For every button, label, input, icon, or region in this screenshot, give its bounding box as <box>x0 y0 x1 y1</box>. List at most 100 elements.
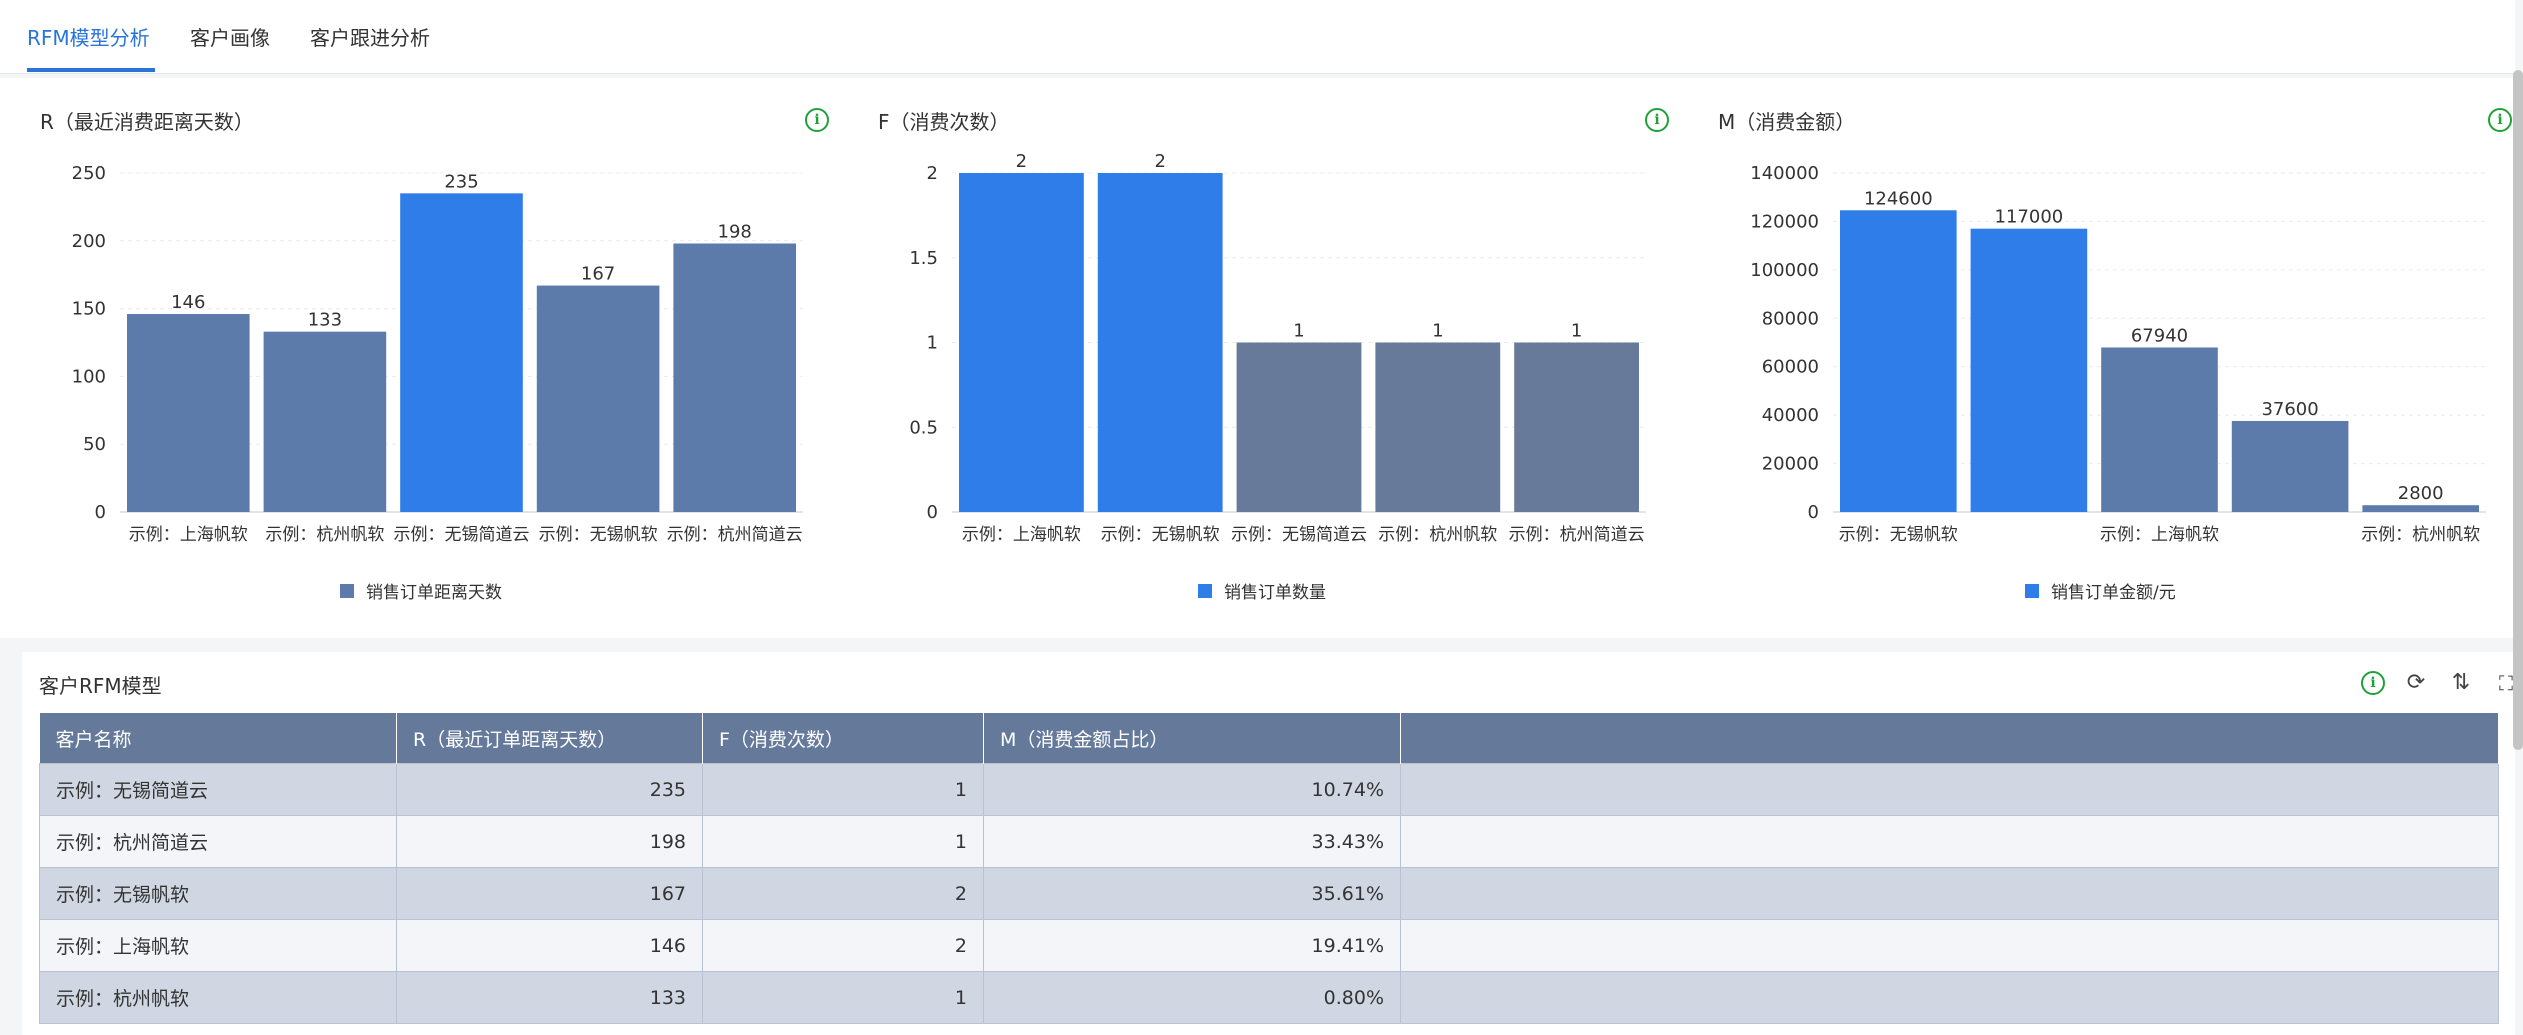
cell-m: 19.41% <box>983 919 1401 972</box>
cell-empty <box>1400 919 2499 972</box>
cell-customer: 示例：杭州简道云 <box>39 815 397 868</box>
info-icon[interactable]: i <box>1645 108 1669 132</box>
bar <box>536 285 660 512</box>
y-tick-label: 0 <box>95 502 106 523</box>
column-header-f[interactable]: F（消费次数） <box>702 713 984 764</box>
data-label: 1 <box>1432 321 1443 342</box>
bar <box>1840 210 1957 513</box>
x-tick-label: 示例：无锡帆软 <box>539 525 658 545</box>
fullscreen-icon[interactable]: ⛶ <box>2499 671 2513 695</box>
x-tick-label: 示例：上海帆软 <box>129 525 248 545</box>
bar <box>1970 228 2088 512</box>
y-tick-label: 200 <box>72 231 106 252</box>
data-label: 37600 <box>2261 399 2318 420</box>
chart-card-m: M（消费金额） i 0 20000 40000 60000 80000 100000 120… <box>1718 78 2515 638</box>
data-label: 2 <box>1016 151 1027 172</box>
data-label: 235 <box>444 171 478 192</box>
x-tick-label: 示例：无锡简道云 <box>394 525 530 545</box>
bar <box>1097 173 1223 512</box>
y-tick-label: 0 <box>927 502 938 523</box>
tab-bar: RFM模型分析 客户画像 客户跟进分析 <box>0 0 2515 74</box>
column-header-customer[interactable]: 客户名称 <box>39 713 397 764</box>
y-tick-label: 2 <box>927 163 938 184</box>
table-row[interactable]: 示例：杭州帆软 133 1 0.80% <box>39 971 2499 1024</box>
y-tick-label: 100000 <box>1750 260 1819 281</box>
info-icon[interactable]: i <box>805 108 829 132</box>
sort-icon[interactable]: ⇅ <box>2451 670 2471 695</box>
data-label: 198 <box>718 222 752 243</box>
legend-swatch <box>340 583 354 598</box>
chart-card-f: F（消费次数） i 0 0.5 1 1.5 2 2 示例：上海帆软 2 示例：无锡帆软 1 示例：无… <box>878 78 1678 638</box>
legend-label: 销售订单数量 <box>1224 583 1326 603</box>
tab-customer-profile[interactable]: 客户画像 <box>190 26 270 50</box>
data-label: 67940 <box>2131 325 2188 346</box>
x-tick-label: 示例：无锡帆软 <box>1839 525 1958 545</box>
table-header-row: 客户名称 R（最近订单距离天数） F（消费次数） M（消费金额占比） <box>39 713 2499 764</box>
bar <box>2101 347 2218 512</box>
cell-empty <box>1400 763 2499 816</box>
y-tick-label: 60000 <box>1762 357 1819 378</box>
data-label: 1 <box>1293 321 1304 342</box>
x-tick-label: 示例：杭州简道云 <box>667 525 803 545</box>
legend-swatch <box>1198 583 1212 598</box>
x-tick-label: 示例：杭州简道云 <box>1509 525 1645 545</box>
y-tick-label: 140000 <box>1750 163 1819 184</box>
info-icon[interactable]: i <box>2488 108 2512 132</box>
cell-m: 33.43% <box>983 815 1401 868</box>
cell-m: 10.74% <box>983 763 1401 816</box>
data-label: 117000 <box>1995 207 2064 228</box>
table-row[interactable]: 示例：上海帆软 146 2 19.41% <box>39 919 2499 972</box>
y-tick-label: 0 <box>1808 502 1819 523</box>
cell-customer: 示例：杭州帆软 <box>39 971 397 1024</box>
column-header-r[interactable]: R（最近订单距离天数） <box>396 713 703 764</box>
bar <box>263 331 387 512</box>
rfm-table-card: 客户RFM模型 i ⟳ ⇅ ⛶ 客户名称 R（最近订单距离天数） F（消费次数）… <box>22 652 2515 1035</box>
cell-r: 133 <box>396 971 703 1024</box>
y-tick-label: 100 <box>72 366 106 387</box>
x-tick-label: 示例：杭州帆软 <box>1378 525 1497 545</box>
cell-empty <box>1400 815 2499 868</box>
table-row[interactable]: 示例：无锡简道云 235 1 10.74% <box>39 763 2499 816</box>
tab-rfm-analysis[interactable]: RFM模型分析 <box>27 26 150 50</box>
y-tick-label: 250 <box>72 163 106 184</box>
legend-m[interactable]: 销售订单金额/元 <box>2025 578 2176 603</box>
data-label: 2800 <box>2398 483 2444 504</box>
cell-r: 235 <box>396 763 703 816</box>
table-row[interactable]: 示例：无锡帆软 167 2 35.61% <box>39 867 2499 920</box>
chart-title-f: F（消费次数） <box>878 110 1010 134</box>
x-tick-label: 示例：无锡帆软 <box>1101 525 1220 545</box>
cell-f: 2 <box>702 867 984 920</box>
data-label: 2 <box>1154 151 1165 172</box>
bar <box>2231 420 2349 512</box>
cell-m: 0.80% <box>983 971 1401 1024</box>
data-label: 146 <box>171 292 205 313</box>
cell-f: 2 <box>702 919 984 972</box>
cell-r: 167 <box>396 867 703 920</box>
charts-section: R（最近消费距离天数） i 0 50 100 150 200 250 146 示例：上海帆软 1… <box>0 78 2515 638</box>
chart-f-svg: 0 0.5 1 1.5 2 2 示例：上海帆软 2 示例：无锡帆软 1 示例：无锡简道云 1 示例：杭州… <box>909 151 1646 545</box>
x-tick-label: 示例：杭州帆软 <box>2361 525 2480 545</box>
refresh-icon[interactable]: ⟳ <box>2406 670 2426 695</box>
legend-f[interactable]: 销售订单数量 <box>1198 578 1326 603</box>
cell-f: 1 <box>702 971 984 1024</box>
data-label: 124600 <box>1864 188 1933 209</box>
column-header-m[interactable]: M（消费金额占比） <box>983 713 1401 764</box>
x-tick-label: 示例：上海帆软 <box>2100 525 2219 545</box>
table-title: 客户RFM模型 <box>39 674 162 698</box>
legend-swatch <box>2025 583 2039 598</box>
y-tick-label: 0.5 <box>909 417 938 438</box>
bar <box>1236 342 1362 512</box>
data-label: 167 <box>581 264 615 285</box>
y-tick-label: 1 <box>927 333 938 354</box>
table-row[interactable]: 示例：杭州简道云 198 1 33.43% <box>39 815 2499 868</box>
data-label: 1 <box>1571 321 1582 342</box>
tab-customer-followup[interactable]: 客户跟进分析 <box>310 26 430 50</box>
vertical-scrollbar[interactable] <box>2513 70 2523 750</box>
bar <box>959 173 1084 512</box>
rfm-table: 客户名称 R（最近订单距离天数） F（消费次数） M（消费金额占比） 示例：无锡… <box>39 713 2499 1024</box>
chart-title-r: R（最近消费距离天数） <box>40 110 254 134</box>
legend-r[interactable]: 销售订单距离天数 <box>340 578 502 603</box>
cell-f: 1 <box>702 815 984 868</box>
bar <box>1514 342 1639 512</box>
info-icon[interactable]: i <box>2361 671 2385 695</box>
